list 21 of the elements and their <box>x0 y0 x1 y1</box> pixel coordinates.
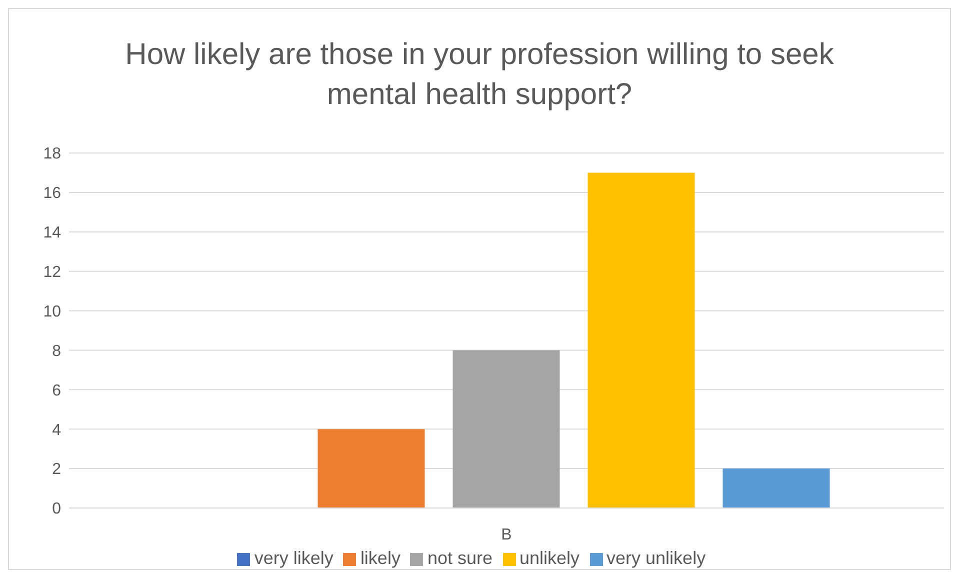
legend-label: unlikely <box>520 548 580 568</box>
y-tick-label: 14 <box>43 224 62 242</box>
y-tick-label: 18 <box>43 146 62 163</box>
legend-label: likely <box>360 548 400 568</box>
bar <box>588 172 695 508</box>
legend-label: not sure <box>427 548 492 568</box>
bar <box>452 350 560 508</box>
y-tick-label: 0 <box>52 500 62 518</box>
legend-label: very likely <box>254 548 334 568</box>
y-tick-label: 12 <box>43 264 62 282</box>
x-tick-label: B <box>501 526 512 544</box>
y-tick-label: 6 <box>52 382 62 400</box>
bar <box>722 468 830 508</box>
y-tick-label: 10 <box>43 303 62 320</box>
y-tick-label: 4 <box>52 422 62 439</box>
y-tick-label: 16 <box>43 185 62 202</box>
legend-label: very unlikely <box>606 548 706 568</box>
chart-title: How likely are those in your profession willing to seek mental health support? <box>124 37 835 113</box>
bar <box>318 429 425 508</box>
y-tick-label: 2 <box>52 461 62 478</box>
y-tick-label: 8 <box>52 342 62 360</box>
